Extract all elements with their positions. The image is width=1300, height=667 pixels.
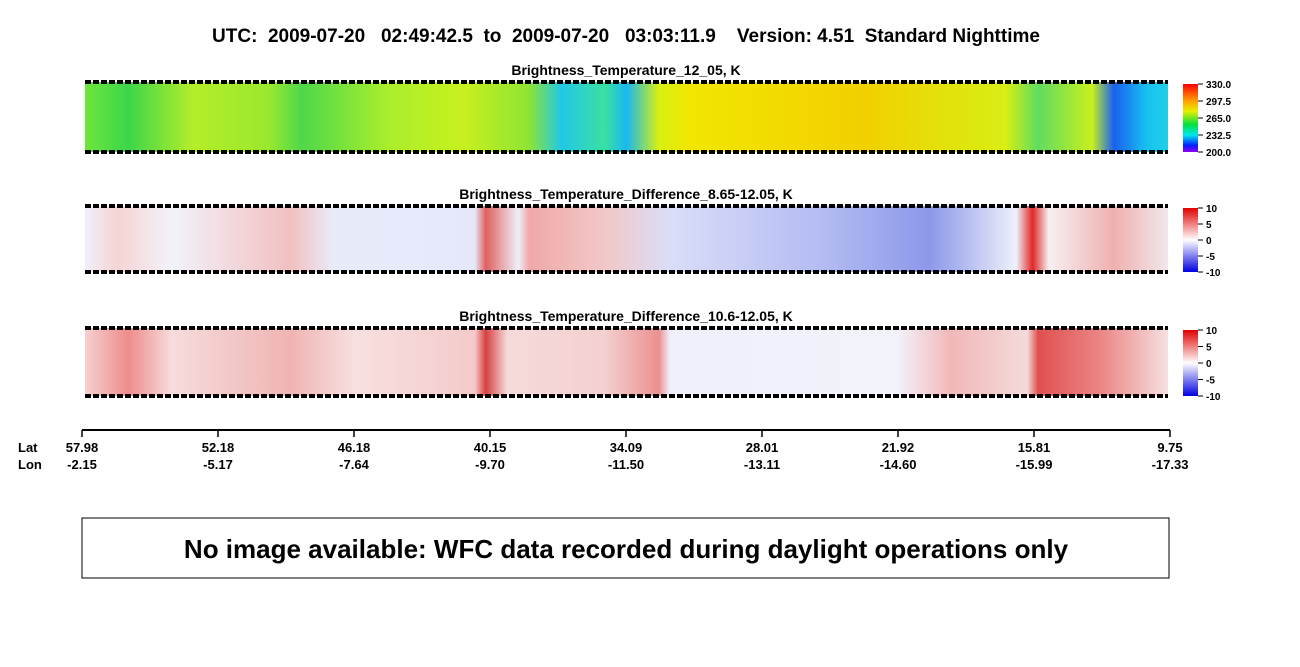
colorbar-label: 297.5 <box>1206 97 1231 108</box>
lon-value: -17.33 <box>1152 457 1189 472</box>
panel-title: Brightness_Temperature_Difference_10.6-1… <box>459 308 793 324</box>
lon-value: -11.50 <box>608 457 644 472</box>
colorbar <box>1183 84 1198 152</box>
image-strip <box>85 328 1168 396</box>
panel-title: Brightness_Temperature_Difference_8.65-1… <box>459 186 793 202</box>
lon-value: -5.17 <box>203 457 233 472</box>
lon-value: -13.11 <box>744 457 780 472</box>
position-axis: Lat Lon 57.98 -2.15 52.18 -5.17 46.18 -7.64 40… <box>18 429 1189 472</box>
panel-title: Brightness_Temperature_12_05, K <box>511 62 740 78</box>
colorbar-label: 5 <box>1206 220 1212 231</box>
colorbar-label: 200.0 <box>1206 148 1231 159</box>
lon-label: Lon <box>18 457 42 472</box>
lon-value: -9.70 <box>475 457 505 472</box>
lon-value: -15.99 <box>1016 457 1053 472</box>
colorbar-label: 232.5 <box>1206 131 1231 142</box>
image-strip <box>85 82 1168 152</box>
lat-value: 46.18 <box>338 440 371 455</box>
colorbar <box>1183 330 1198 396</box>
lon-value: -7.64 <box>339 457 369 472</box>
lat-label: Lat <box>18 440 38 455</box>
lat-value: 15.81 <box>1018 440 1051 455</box>
lat-value: 52.18 <box>202 440 235 455</box>
lat-value: 40.15 <box>474 440 507 455</box>
colorbar-label: 0 <box>1206 236 1212 247</box>
lat-value: 21.92 <box>882 440 915 455</box>
page-title: UTC: 2009-07-20 02:49:42.5 to 2009-07-20… <box>212 26 1040 47</box>
notice-box <box>81 517 1170 579</box>
lat-value: 28.01 <box>746 440 779 455</box>
lon-value: -2.15 <box>67 457 97 472</box>
colorbar-label: -5 <box>1206 376 1215 387</box>
colorbar-label: -10 <box>1206 268 1221 279</box>
colorbar-label: 10 <box>1206 326 1218 337</box>
colorbar-label: 265.0 <box>1206 114 1231 125</box>
colorbar-label: 330.0 <box>1206 80 1231 91</box>
lat-value: 9.75 <box>1157 440 1182 455</box>
colorbar-label: 10 <box>1206 204 1218 215</box>
notice: No image available: WFC data recorded du… <box>184 534 1069 564</box>
colorbar <box>1183 208 1198 272</box>
colorbar-label: -10 <box>1206 392 1221 403</box>
lat-value: 34.09 <box>610 440 643 455</box>
colorbar-label: 0 <box>1206 359 1212 370</box>
panels: Brightness_Temperature_12_05, K 330.0 297.… <box>85 62 1231 403</box>
image-strip <box>85 206 1168 272</box>
colorbar-label: 5 <box>1206 343 1212 354</box>
lat-value: 57.98 <box>66 440 99 455</box>
colorbar-label: -5 <box>1206 252 1215 263</box>
lon-value: -14.60 <box>880 457 917 472</box>
